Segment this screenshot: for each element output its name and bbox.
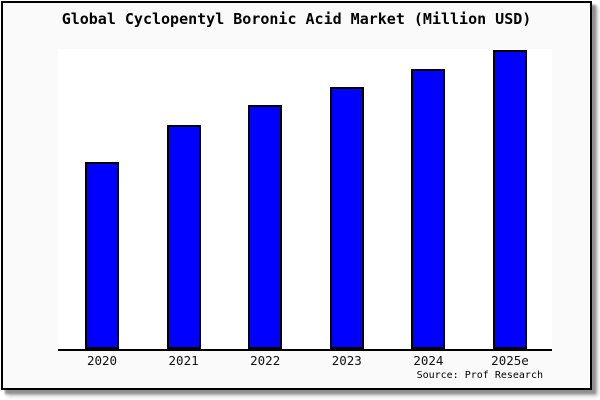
x-tick-label-2025e: 2025e <box>491 353 529 368</box>
bar-2024 <box>411 69 446 349</box>
x-tick-label-2020: 2020 <box>86 353 118 368</box>
bar-2021 <box>166 125 201 349</box>
bar-2023 <box>329 87 364 349</box>
source-note: Source: Prof Research <box>416 370 543 381</box>
bar-2020 <box>85 162 119 349</box>
bar-2022 <box>248 105 283 349</box>
x-tick-label-2023: 2023 <box>331 353 362 368</box>
chart-title: Global Cyclopentyl Boronic Acid Market (… <box>61 10 532 28</box>
bar-2025e <box>493 50 527 349</box>
plot-area <box>58 49 552 351</box>
x-tick-label-2024: 2024 <box>413 353 444 368</box>
x-tick-label-2022: 2022 <box>250 353 281 368</box>
x-tick-label-2021: 2021 <box>168 353 199 368</box>
chart-window: Global Cyclopentyl Boronic Acid Market (… <box>1 1 592 390</box>
